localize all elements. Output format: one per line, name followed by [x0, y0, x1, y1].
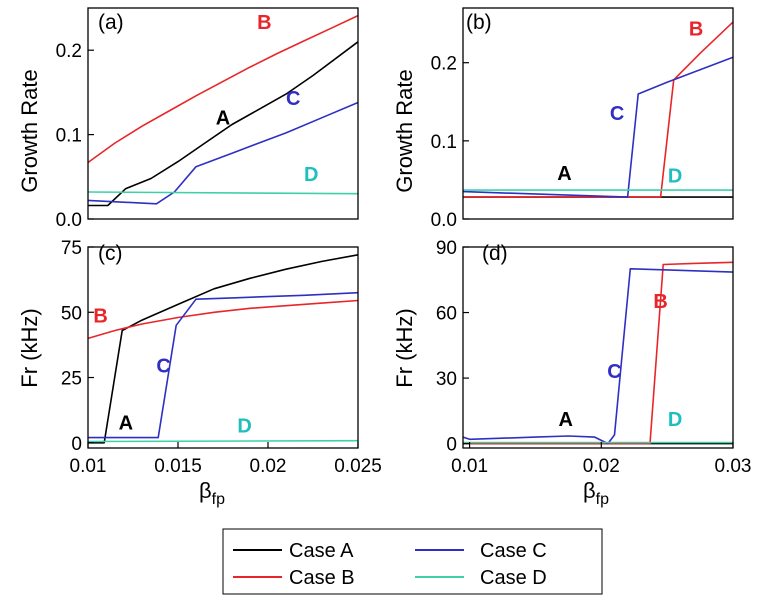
legend-label-c: Case C	[480, 540, 547, 562]
series-line-case-c-d	[462, 267, 734, 445]
ylabel-c: Fr (kHz)	[17, 308, 42, 387]
plot-frame-b	[462, 7, 734, 220]
ytick-label-c-0: 0	[71, 434, 82, 455]
ytick-label-d-0: 0	[446, 435, 457, 456]
series-line-case-c-b	[462, 56, 734, 198]
plot-frame-c	[87, 246, 359, 449]
panel-b: (b) Growth Rate	[392, 11, 492, 193]
ytick-label-d-3: 90	[436, 238, 457, 259]
panel-label-a: (a)	[98, 11, 124, 34]
legend-label-d: Case D	[480, 567, 547, 589]
case-label-a-c: A	[119, 413, 133, 435]
plot-d: 0 30 60 90 0.01 0.02 0.03 A B C D	[436, 238, 752, 477]
ylabel-d: Fr (kHz)	[392, 308, 417, 387]
ylabel-a: Growth Rate	[17, 69, 42, 193]
xtick-label-c-2: 0.02	[250, 456, 287, 477]
series-line-case-b-b	[463, 21, 734, 198]
series-line-case-c-c	[88, 291, 359, 439]
xtick-label-d-1: 0.02	[583, 456, 620, 477]
ytick-label-a-1: 0.1	[56, 126, 82, 147]
panel-label-b: (b)	[466, 11, 492, 34]
legend: Case A Case B Case C Case D	[222, 528, 603, 595]
case-label-c-a: C	[286, 88, 300, 110]
plot-b: 0.0 0.1 0.2 A B C D	[431, 7, 734, 231]
xtick-label-c-1: 0.015	[154, 456, 202, 477]
case-label-a-b: A	[557, 163, 571, 185]
xlabel-c-sub: fp	[212, 491, 225, 508]
xlabel-c: βfp	[199, 478, 225, 508]
series-line-case-b-d	[463, 261, 734, 445]
plot-frame-a	[87, 7, 359, 220]
xtick-label-c-0: 0.01	[70, 456, 107, 477]
series-line-case-c-a	[87, 101, 359, 205]
ytick-label-d-1: 30	[436, 369, 457, 390]
series-line-case-a-c	[88, 254, 359, 444]
series-line-case-d-a	[87, 191, 359, 195]
case-label-c-d: C	[607, 361, 621, 383]
case-label-b-a: B	[257, 12, 271, 34]
series-line-case-b-a	[87, 14, 359, 164]
plot-c: 0 25 50 75 0.01 0.015 0.02 0.025 A B C D	[61, 238, 382, 477]
panel-d: (d) Fr (kHz) βfp	[392, 242, 609, 508]
case-label-b-b: B	[689, 18, 703, 40]
ylabel-b: Growth Rate	[392, 69, 417, 193]
ytick-label-b-0: 0.0	[431, 210, 457, 231]
plot-a: 0.0 0.1 0.2 A B C D	[56, 7, 359, 231]
panel-label-d: (d)	[482, 242, 508, 265]
panel-c: (c) Fr (kHz) βfp	[17, 242, 225, 508]
case-label-b-d: B	[653, 291, 667, 313]
case-label-d-a: D	[304, 164, 318, 186]
case-label-b-c: B	[93, 306, 107, 328]
case-label-d-b: D	[668, 165, 682, 187]
ytick-label-c-1: 25	[61, 369, 82, 390]
ytick-label-d-2: 60	[436, 304, 457, 325]
legend-label-b: Case B	[289, 567, 355, 589]
ytick-label-b-2: 0.2	[431, 54, 457, 75]
series-line-case-b-c	[87, 299, 359, 340]
ytick-label-a-2: 0.2	[56, 41, 82, 62]
xlabel-d-main: β	[583, 478, 596, 503]
xtick-label-d-2: 0.03	[715, 456, 752, 477]
case-label-a-a: A	[216, 107, 230, 129]
case-label-d-d: D	[668, 409, 682, 431]
case-label-c-c: C	[156, 355, 170, 377]
plot-frame-d	[462, 246, 734, 449]
ytick-label-b-1: 0.1	[431, 132, 457, 153]
xtick-label-c-3: 0.025	[334, 456, 382, 477]
xtick-label-d-0: 0.01	[451, 456, 488, 477]
legend-label-a: Case A	[289, 540, 354, 562]
xlabel-d: βfp	[583, 478, 609, 508]
xlabel-c-main: β	[199, 478, 212, 503]
ytick-label-c-2: 50	[61, 303, 82, 324]
ytick-label-a-0: 0.0	[56, 210, 82, 231]
series-line-case-d-c	[87, 439, 359, 443]
legend-box	[222, 528, 603, 595]
panel-label-c: (c)	[98, 242, 123, 265]
ytick-label-c-3: 75	[61, 238, 82, 259]
case-label-c-b: C	[610, 103, 624, 125]
panel-a: (a) Growth Rate	[17, 11, 124, 193]
series-line-case-a-a	[88, 41, 359, 207]
case-label-a-d: A	[559, 409, 573, 431]
case-label-d-c: D	[237, 415, 251, 437]
xlabel-d-sub: fp	[596, 491, 609, 508]
